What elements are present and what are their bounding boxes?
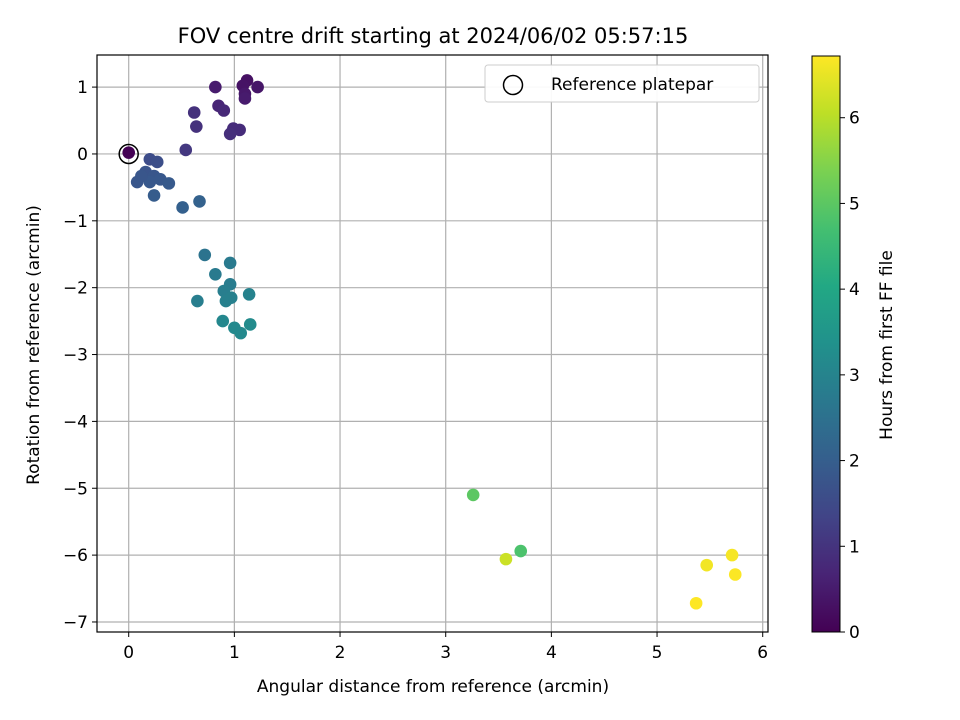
colorbar: 0 1 2 3 4 5 6 Hours from first FF file [811,55,897,643]
data-point [190,120,203,133]
data-point [122,146,136,159]
legend-box [484,64,760,103]
data-point [150,155,164,169]
x-tick-label: 2 [335,643,346,663]
y-axis-ticks: 1 0 −1 −2 −3 −4 −5 −6 −7 [63,78,97,633]
legend-marker [502,74,524,96]
colorbar-tick-label: 6 [849,109,860,129]
x-tick-label: 6 [757,643,768,663]
data-point [514,544,528,558]
colorbar-tick-label: 3 [849,366,860,386]
reference-platepar-marker [118,143,139,165]
colorbar-tick-label: 0 [849,623,860,643]
y-tick-label: −7 [63,613,88,633]
data-point [689,596,703,610]
data-point [162,177,176,190]
x-tick-label: 4 [546,643,557,663]
data-point [223,127,237,141]
y-tick-label: 0 [77,145,88,165]
y-tick-label: −2 [63,279,88,299]
data-point [700,558,714,572]
x-tick-label: 3 [440,643,451,663]
legend: Reference platepar [484,64,760,103]
data-point [725,548,739,562]
data-point [198,248,212,262]
x-tick-label: 5 [652,643,663,663]
x-tick-label: 0 [123,643,134,663]
x-axis-label: Angular distance from reference (arcmin) [257,677,609,697]
data-point [219,294,233,308]
colorbar-tick-label: 1 [849,537,860,557]
data-point [179,143,193,157]
plot-frame [96,54,769,633]
data-point [251,80,264,94]
y-tick-label: 1 [77,78,88,98]
data-point [191,294,204,308]
data-points [118,74,742,610]
y-tick-label: −3 [63,346,88,366]
data-point [187,106,201,119]
data-point [242,288,256,301]
data-point [216,314,230,328]
data-point [209,268,222,281]
legend-label-reference-platepar: Reference platepar [551,75,713,95]
colorbar-label: Hours from first FF file [877,250,897,440]
data-point [499,552,513,566]
x-tick-label: 1 [229,643,240,663]
colorbar-tick-label: 4 [849,280,860,300]
data-point [466,488,480,502]
data-point [135,169,148,183]
data-point [238,92,252,105]
colorbar-tick-label: 2 [849,452,860,472]
data-point [223,256,237,270]
data-point [217,104,231,117]
colorbar-gradient [811,55,841,633]
data-point [728,568,742,581]
x-axis-ticks: 0 1 2 3 4 5 6 [123,632,768,663]
data-point [147,189,161,202]
y-tick-label: −1 [63,212,88,232]
y-tick-label: −4 [63,412,88,432]
data-point [193,195,206,208]
data-point [243,318,257,331]
data-point [233,123,246,137]
y-tick-label: −6 [63,546,88,566]
data-point [176,201,189,214]
colorbar-ticks: 0 1 2 3 4 5 6 [840,109,860,643]
data-point [209,80,222,94]
colorbar-tick-label: 5 [849,194,860,214]
grid-lines [97,55,768,632]
y-tick-label: −5 [63,479,88,499]
y-axis-label: Rotation from reference (arcmin) [24,205,44,485]
data-point [234,326,248,340]
chart-title: FOV centre drift starting at 2024/06/02 … [178,24,689,48]
